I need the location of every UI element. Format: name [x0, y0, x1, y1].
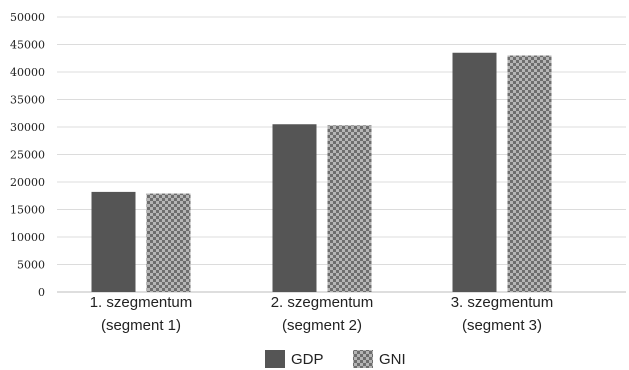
legend-swatch-gni — [353, 350, 373, 368]
y-tick-label: 10000 — [10, 231, 45, 244]
bar-gni-3 — [507, 55, 552, 292]
bars — [91, 52, 552, 292]
bar-gdp-2 — [272, 124, 317, 292]
y-tick-label: 15000 — [10, 204, 45, 217]
y-axis-tick-labels: 0 5000 10000 15000 20000 25000 30000 35000 40000… — [10, 11, 45, 299]
y-tick-label: 35000 — [10, 94, 45, 107]
x-category-label: (segment 2) — [282, 317, 362, 334]
y-tick-label: 30000 — [10, 121, 45, 134]
bar-gdp-1 — [91, 191, 136, 292]
x-axis-category-labels: 1. szegmentum (segment 1) 2. szegmentum (se… — [90, 294, 554, 334]
bar-gni-1 — [146, 193, 191, 292]
x-category-label: (segment 3) — [462, 317, 542, 334]
y-tick-label: 0 — [38, 286, 45, 299]
bar-gni-2 — [327, 125, 372, 292]
y-tick-label: 45000 — [10, 39, 45, 52]
y-tick-label: 50000 — [10, 11, 45, 24]
legend: GDP GNI — [265, 350, 406, 368]
legend-label-gdp: GDP — [291, 351, 324, 368]
legend-swatch-gdp — [265, 350, 285, 368]
bar-gdp-3 — [452, 52, 497, 292]
x-category-label: 3. szegmentum — [451, 294, 554, 311]
y-tick-label: 40000 — [10, 66, 45, 79]
x-category-label: 2. szegmentum — [271, 294, 374, 311]
y-tick-label: 20000 — [10, 176, 45, 189]
y-tick-label: 5000 — [17, 259, 45, 272]
x-category-label: 1. szegmentum — [90, 294, 193, 311]
x-category-label: (segment 1) — [101, 317, 181, 334]
legend-label-gni: GNI — [379, 351, 406, 368]
y-tick-label: 25000 — [10, 149, 45, 162]
